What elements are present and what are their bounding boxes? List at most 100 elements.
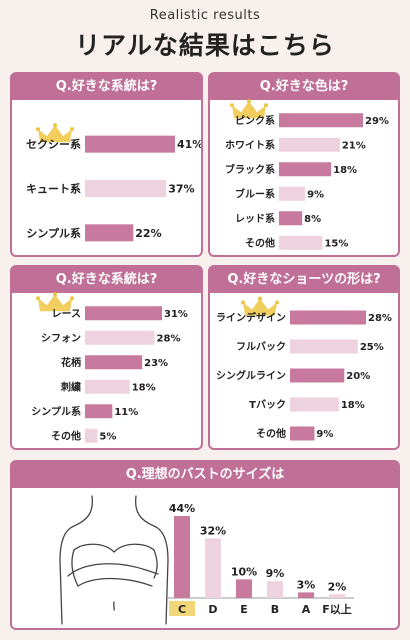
header-subtitle: Realistic results: [149, 8, 261, 23]
data-label: 18%: [341, 400, 365, 411]
bar: [85, 404, 113, 419]
data-label: 9%: [266, 567, 285, 580]
torso-illustration: [59, 495, 169, 625]
panel-style: Q.好きな系統は? セクシー系 41% キュート系 37% シンプル系 22%: [10, 72, 203, 257]
bar: [205, 538, 221, 598]
category-label: シングルライン: [216, 369, 286, 382]
data-label: 5%: [99, 431, 116, 442]
chart-color: ピンク系 29% ホワイト系 21% ブラック系 18% ブルー系 9% レッド系 8% その他 15…: [225, 99, 389, 250]
category-label: その他: [51, 429, 81, 442]
chart-material: レース 31% シフォン 28% 花柄 23% 刺繍 18% シンプル系 11% その他 5%: [31, 292, 188, 443]
bar: [279, 211, 303, 226]
bar: [279, 186, 306, 201]
panel-title: Q.理想のバストのサイズは: [12, 462, 398, 488]
category-label: ラインデザイン: [216, 311, 286, 324]
bar: [290, 339, 358, 354]
category-label: ブルー系: [235, 187, 275, 200]
bar: [85, 135, 175, 153]
panel-title: Q.好きなショーツの形は?: [210, 267, 398, 293]
category-label: レース: [52, 308, 82, 320]
category-label: シフォン: [41, 332, 81, 344]
tick-label: F以上: [322, 602, 352, 616]
data-label: 31%: [164, 309, 188, 320]
bar: [85, 379, 130, 394]
page-title: リアルな結果はこちら: [75, 31, 335, 60]
bar: [85, 428, 98, 443]
data-label: 32%: [200, 524, 226, 537]
data-label: 25%: [360, 342, 384, 353]
crown-icon: [36, 123, 74, 143]
bar: [279, 113, 363, 128]
data-label: 44%: [169, 502, 195, 515]
category-label: レッド系: [235, 212, 275, 225]
category-label: ピンク系: [235, 114, 275, 127]
panel-bust: Q.理想のバストのサイズは 44% C 32% D 10% E 9% B 3% A 2% F以上: [10, 460, 400, 630]
bar: [85, 355, 143, 370]
bar: [279, 235, 323, 250]
highlight-marker: [169, 601, 195, 616]
tick-label: E: [240, 603, 248, 616]
panel-material: Q.好きな系統は? レース 31% シフォン 28% 花柄 23% 刺繍 18% シンプル系 11…: [10, 265, 203, 450]
crown-icon: [230, 99, 268, 119]
category-label: その他: [256, 427, 286, 440]
data-label: 20%: [346, 371, 370, 382]
data-label: 22%: [135, 227, 161, 240]
data-label: 9%: [316, 429, 333, 440]
data-label: 28%: [368, 313, 392, 324]
data-label: 21%: [342, 140, 366, 151]
data-label: 15%: [324, 238, 348, 249]
crown-icon: [241, 296, 279, 316]
data-label: 11%: [114, 407, 138, 418]
data-label: 2%: [328, 580, 347, 593]
panel-color: Q.好きな色は? ピンク系 29% ホワイト系 21% ブラック系 18% ブルー系 9% レッ…: [208, 72, 400, 257]
data-label: 18%: [333, 165, 357, 176]
tick-label: D: [208, 603, 217, 616]
bar: [279, 162, 332, 177]
data-label: 28%: [157, 333, 181, 344]
bar: [290, 426, 315, 441]
chart-style: セクシー系 41% キュート系 37% シンプル系 22%: [26, 123, 201, 242]
data-label: 29%: [365, 116, 389, 127]
chart-shorts: ラインデザイン 28% フルバック 25% シングルライン 20% Tバック 18% その他 9%: [216, 296, 392, 441]
bar: [279, 137, 340, 152]
bar: [290, 368, 345, 383]
panel-title: Q.好きな系統は?: [12, 74, 201, 100]
bar: [290, 397, 339, 412]
data-label: 3%: [297, 578, 316, 591]
data-label: 9%: [307, 189, 324, 200]
tick-label: A: [302, 603, 311, 616]
category-label: 花柄: [61, 356, 81, 369]
category-label: シンプル系: [26, 226, 81, 240]
category-label: その他: [245, 236, 275, 249]
data-label: 23%: [144, 358, 168, 369]
category-label: ホワイト系: [225, 138, 275, 151]
category-label: セクシー系: [26, 137, 81, 151]
panel-title: Q.好きな系統は?: [12, 267, 201, 293]
chart-bust: 44% C 32% D 10% E 9% B 3% A 2% F以上: [168, 502, 354, 616]
data-label: 8%: [304, 214, 321, 225]
tick-label: C: [178, 603, 186, 616]
category-label: フルバック: [236, 341, 286, 353]
bar: [85, 306, 162, 321]
category-label: ブラック系: [225, 163, 275, 176]
bar: [290, 310, 366, 325]
panel-shorts: Q.好きなショーツの形は? ラインデザイン 28% フルバック 25% シングルライン 2…: [208, 265, 400, 450]
tick-label: B: [271, 603, 279, 616]
bar: [174, 516, 190, 598]
data-label: 37%: [168, 182, 194, 195]
crown-icon: [36, 292, 74, 312]
category-label: キュート系: [26, 181, 81, 195]
data-label: 18%: [132, 382, 156, 393]
bar: [85, 330, 155, 345]
data-label: 10%: [231, 565, 257, 578]
bar: [329, 594, 345, 598]
category-label: Tバック: [249, 399, 286, 411]
data-label: 41%: [177, 138, 201, 151]
category-label: シンプル系: [31, 405, 81, 418]
bar: [236, 579, 252, 598]
category-label: 刺繍: [60, 380, 81, 393]
bar: [85, 180, 167, 197]
bar: [267, 581, 283, 598]
panel-title: Q.好きな色は?: [210, 74, 398, 100]
bar: [298, 592, 314, 598]
